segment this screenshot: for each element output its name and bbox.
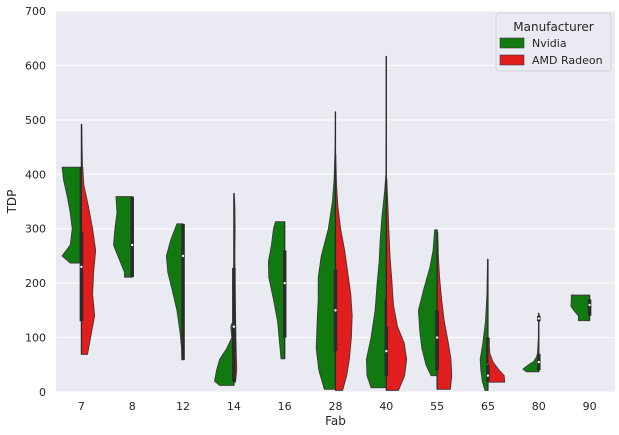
median-dot-amd-radeon-65 <box>486 374 490 377</box>
y-axis-ticks: 0 100 200 300 400 500 600 700 <box>25 5 46 399</box>
x-tick-label-7: 7 <box>78 400 85 413</box>
x-tick-label-40: 40 <box>379 400 393 413</box>
y-tick-label-500: 500 <box>25 114 46 127</box>
y-tick-label-300: 300 <box>25 223 46 236</box>
violin-amd-radeon-40 <box>385 178 408 391</box>
y-tick-label-100: 100 <box>25 332 46 345</box>
x-tick-label-12: 12 <box>176 400 190 413</box>
median-dot-amd-radeon-40 <box>385 349 388 353</box>
x-tick-label-65: 65 <box>481 400 495 413</box>
x-tick-label-16: 16 <box>278 400 292 413</box>
y-tick-label-200: 200 <box>25 277 46 290</box>
legend-label-amd-radeon: AMD Radeon <box>532 54 603 67</box>
median-dot-amd-radeon-7 <box>80 265 83 269</box>
violin-nvidia-7 <box>61 166 82 264</box>
legend-swatch-nvidia <box>499 37 525 49</box>
y-tick-label-600: 600 <box>25 59 46 72</box>
violin-nvidia-90 <box>570 294 591 322</box>
x-axis-ticks: 7 8 12 14 16 28 40 55 65 80 90 <box>78 400 597 413</box>
violin-nvidia-16 <box>267 221 286 360</box>
violin-nvidia-65 <box>479 258 489 391</box>
legend-title: Manufacturer <box>513 20 593 34</box>
y-axis-label: TDP <box>5 190 19 215</box>
median-dot-amd-radeon-14 <box>232 325 236 328</box>
median-dot-nvidia-80 <box>537 360 540 364</box>
y-tick-label-400: 400 <box>25 168 46 181</box>
x-tick-label-80: 80 <box>532 400 546 413</box>
x-tick-label-28: 28 <box>329 400 343 413</box>
median-dot-nvidia-16 <box>283 281 286 285</box>
legend-box <box>495 12 612 72</box>
x-tick-label-8: 8 <box>129 400 136 413</box>
median-dot-nvidia-12 <box>181 254 185 258</box>
x-tick-label-90: 90 <box>583 400 597 413</box>
x-tick-label-55: 55 <box>430 400 444 413</box>
legend-label-nvidia: Nvidia <box>532 37 567 50</box>
median-dot-nvidia-90 <box>588 303 591 307</box>
violin-nvidia-8 <box>113 196 133 278</box>
x-tick-label-14: 14 <box>227 400 241 413</box>
y-tick-label-0: 0 <box>39 386 46 399</box>
legend: Manufacturer Nvidia AMD Radeon <box>495 12 612 72</box>
median-dot-amd-radeon-55 <box>435 336 439 339</box>
median-dot-amd-radeon-80 <box>537 317 540 320</box>
median-dot-amd-radeon-28 <box>334 309 337 312</box>
legend-swatch-amd-radeon <box>499 54 525 66</box>
y-tick-label-700: 700 <box>25 5 46 18</box>
violin-amd-radeon-55 <box>436 232 453 390</box>
violins <box>61 55 592 391</box>
violin-nvidia-55 <box>417 229 438 377</box>
median-dot-nvidia-8 <box>131 243 134 247</box>
x-axis-label: Fab <box>325 414 346 428</box>
